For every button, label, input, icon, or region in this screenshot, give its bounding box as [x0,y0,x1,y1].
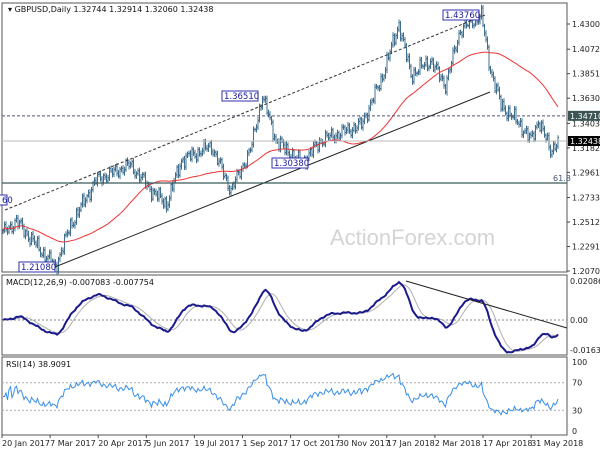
svg-text:1.36510: 1.36510 [224,92,259,102]
price-tick: 1.20705 [572,267,600,276]
fib-label: 61.8 [553,174,571,183]
price-annotation: 1.36510 [221,90,259,102]
date-tick: 20 Apr 2017 [98,439,147,448]
price-tick: 1.40725 [572,45,600,54]
price-tick: 1.27335 [572,194,600,203]
date-tick: 17 Oct 2017 [291,439,340,448]
price-panel [1,2,568,273]
macd-label: MACD(12,26,9) -0.007083 -0.007754 [6,278,154,287]
price-tick: 1.25125 [572,218,600,227]
channel-upper-line [4,14,486,211]
price-annotation: 1.21080 [18,261,56,273]
price-tick: 1.34030 [572,119,600,128]
svg-text:1.21080: 1.21080 [21,263,56,273]
date-tick: 20 Jan 2017 [2,439,50,448]
macd-tick: 0.00 [570,316,588,325]
price-annotation: 1.43760 [442,9,480,21]
date-tick: 17 Apr 2018 [483,439,532,448]
ohlc-bar [557,135,559,150]
date-tick: 19 Jul 2017 [194,439,239,448]
rsi-line [3,372,559,416]
watermark: ActionForex.com [330,225,495,250]
price-tick: 1.31820 [572,144,600,153]
price-level-tag: 1.34710 [568,110,600,121]
chart-title: ▾ GBPUSD,Daily 1.32744 1.32914 1.32060 1… [8,5,213,14]
svg-text:1.32438: 1.32438 [570,137,600,146]
svg-text:60: 60 [2,196,13,206]
rsi-tick: 30 [572,406,582,415]
price-tick: 1.43000 [572,20,600,29]
date-tick: 7 Mar 2017 [50,439,96,448]
svg-text:1.30380: 1.30380 [274,159,309,169]
svg-text:1.43760: 1.43760 [445,11,480,21]
macd-tick: -0.016357 [570,346,600,355]
date-tick: 2 Mar 2018 [435,439,481,448]
rsi-panel [1,356,568,436]
price-tick: 1.38515 [572,70,600,79]
trendline-support [44,91,491,272]
macd-panel [1,274,568,356]
macd-signal-line [2,284,558,352]
rsi-tick: 0 [572,427,577,436]
price-level-tag: 1.32438 [568,136,600,147]
price-tick: 1.22915 [572,243,600,252]
date-tick: 31 May 2018 [531,439,583,448]
svg-text:1.34710: 1.34710 [570,112,600,121]
price-tick: 1.29610 [572,168,600,177]
price-annotation: 1.30380 [271,157,309,169]
date-tick: 17 Jan 2018 [387,439,435,448]
macd-trendline [405,280,568,329]
date-tick: 30 Nov 2017 [339,439,390,448]
rsi-tick: 70 [572,379,582,388]
date-tick: 1 Sep 2017 [243,439,289,448]
price-annotation: 60 [0,194,13,206]
rsi-tick: 100 [572,358,587,367]
date-tick: 5 Jun 2017 [146,439,189,448]
macd-line [2,280,559,354]
price-tick: 1.36305 [572,94,600,103]
macd-tick: 0.020861 [570,277,600,286]
moving-average-line [2,51,559,243]
rsi-label: RSI(14) 38.9091 [6,360,71,369]
